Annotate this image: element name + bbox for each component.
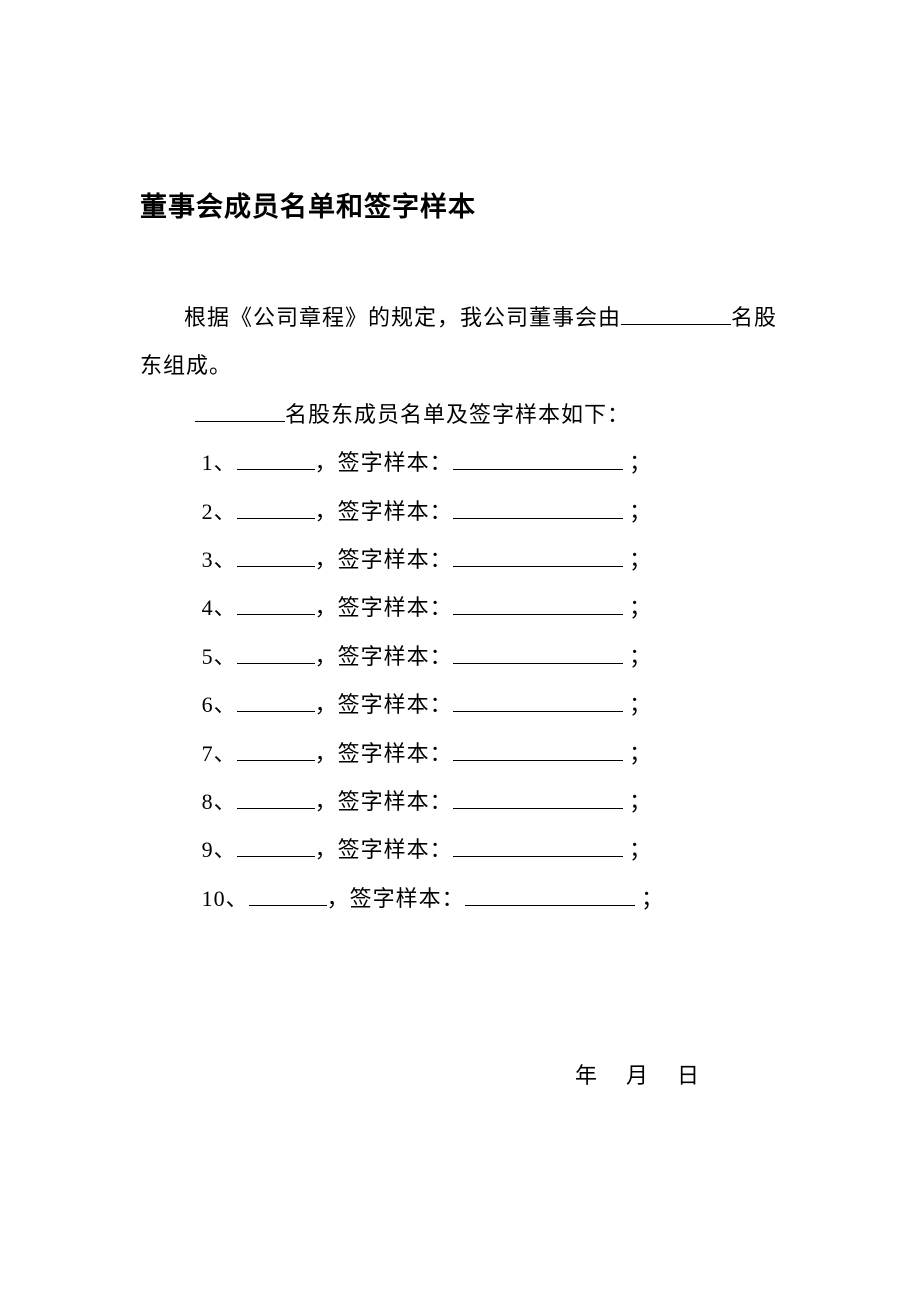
name-blank[interactable]: [237, 497, 315, 519]
row-end: ；: [629, 595, 652, 620]
member-row: 1、 ，签字样本： ；: [202, 439, 780, 487]
row-end: ；: [629, 741, 652, 766]
name-blank[interactable]: [237, 835, 315, 857]
row-mid: ，签字样本：: [315, 450, 453, 475]
member-row: 10、 ，签字样本： ；: [202, 875, 780, 923]
member-row: 5、 ，签字样本： ；: [202, 633, 780, 681]
member-row: 9、 ，签字样本： ；: [202, 826, 780, 874]
signature-blank[interactable]: [453, 835, 623, 857]
signature-blank[interactable]: [453, 787, 623, 809]
row-num: 10、: [202, 886, 249, 911]
date-year-label: 年: [575, 1063, 598, 1088]
name-blank[interactable]: [249, 884, 327, 906]
row-end: ；: [629, 692, 652, 717]
row-mid: ，签字样本：: [315, 837, 453, 862]
signature-blank[interactable]: [453, 593, 623, 615]
name-blank[interactable]: [237, 593, 315, 615]
member-row: 3、 ，签字样本： ；: [202, 536, 780, 584]
row-num: 6、: [202, 692, 237, 717]
row-num: 7、: [202, 741, 237, 766]
row-num: 1、: [202, 450, 237, 475]
row-num: 8、: [202, 789, 237, 814]
name-blank[interactable]: [237, 642, 315, 664]
signature-blank[interactable]: [453, 739, 623, 761]
row-mid: ，签字样本：: [315, 644, 453, 669]
row-num: 9、: [202, 837, 237, 862]
row-num: 5、: [202, 644, 237, 669]
members-heading-suffix: 名股东成员名单及签字样本如下：: [285, 402, 630, 427]
date-month-label: 月: [626, 1063, 649, 1088]
intro-paragraph: 根据《公司章程》的规定，我公司董事会由名股东组成。: [140, 294, 780, 391]
row-mid: ，签字样本：: [315, 595, 453, 620]
members-count-blank[interactable]: [195, 400, 285, 422]
signature-blank[interactable]: [453, 690, 623, 712]
row-mid: ，签字样本：: [327, 886, 465, 911]
row-end: ；: [629, 450, 652, 475]
name-blank[interactable]: [237, 545, 315, 567]
row-end: ；: [629, 789, 652, 814]
date-day-label: 日: [677, 1063, 700, 1088]
signature-blank[interactable]: [453, 642, 623, 664]
signature-blank[interactable]: [453, 497, 623, 519]
name-blank[interactable]: [237, 448, 315, 470]
row-mid: ，签字样本：: [315, 789, 453, 814]
row-end: ；: [641, 886, 664, 911]
row-end: ；: [629, 837, 652, 862]
member-row: 6、 ，签字样本： ；: [202, 681, 780, 729]
member-row: 8、 ，签字样本： ；: [202, 778, 780, 826]
row-num: 3、: [202, 547, 237, 572]
signature-blank[interactable]: [453, 545, 623, 567]
name-blank[interactable]: [237, 690, 315, 712]
member-row: 7、 ，签字样本： ；: [202, 730, 780, 778]
member-row: 2、 ，签字样本： ；: [202, 488, 780, 536]
row-mid: ，签字样本：: [315, 499, 453, 524]
row-mid: ，签字样本：: [315, 741, 453, 766]
date-line: 年月日: [140, 1058, 780, 1090]
name-blank[interactable]: [237, 739, 315, 761]
row-end: ；: [629, 547, 652, 572]
members-list: 1、 ，签字样本： ； 2、 ，签字样本： ； 3、 ，签字样本： ； 4、 ，签字样本…: [140, 439, 780, 923]
intro-prefix: 根据《公司章程》的规定，我公司董事会由: [184, 305, 621, 330]
name-blank[interactable]: [237, 787, 315, 809]
row-num: 2、: [202, 499, 237, 524]
members-heading: 名股东成员名单及签字样本如下：: [140, 391, 780, 439]
row-end: ；: [629, 644, 652, 669]
row-end: ；: [629, 499, 652, 524]
document-title: 董事会成员名单和签字样本: [140, 185, 780, 224]
signature-blank[interactable]: [465, 884, 635, 906]
row-mid: ，签字样本：: [315, 547, 453, 572]
signature-blank[interactable]: [453, 448, 623, 470]
row-num: 4、: [202, 595, 237, 620]
member-row: 4、 ，签字样本： ；: [202, 584, 780, 632]
intro-blank-count[interactable]: [621, 303, 731, 325]
row-mid: ，签字样本：: [315, 692, 453, 717]
